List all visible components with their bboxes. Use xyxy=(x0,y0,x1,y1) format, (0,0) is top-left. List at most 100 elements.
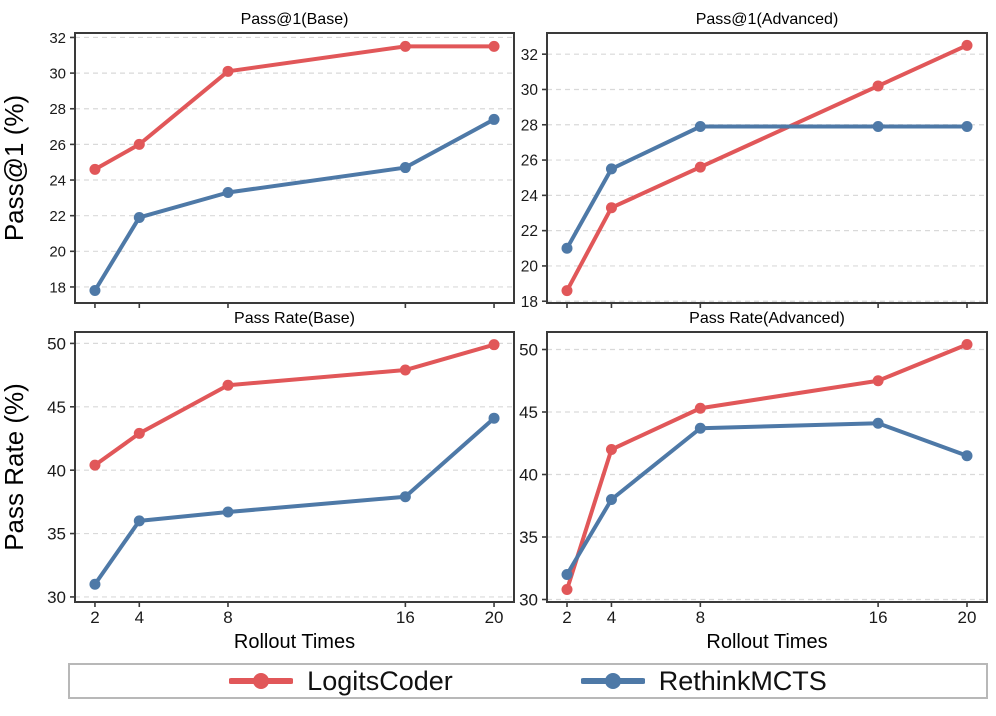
pass1_base-title: Pass@1(Base) xyxy=(241,11,349,28)
legend-entry-logitscoder: LogitsCoder xyxy=(229,665,453,696)
passrate_base-point-rethinkmcts-x20 xyxy=(488,412,500,424)
pass1_base-point-rethinkmcts-x8 xyxy=(222,187,234,199)
y-tick-label: 28 xyxy=(49,101,66,118)
y-tick-label: 30 xyxy=(521,82,539,99)
pass1_base-point-logitscoder-x2 xyxy=(89,163,101,175)
x-tick-label: 16 xyxy=(869,608,888,627)
pass1_base-point-logitscoder-x16 xyxy=(399,40,411,52)
pass1_base-point-rethinkmcts-x4 xyxy=(133,211,145,223)
y-tick-label: 30 xyxy=(47,588,66,607)
pass1_advanced-point-logitscoder-x20 xyxy=(961,39,973,51)
pass1_advanced-axes-frame xyxy=(546,32,988,304)
legend-marker-rethinkmcts-icon xyxy=(580,673,645,689)
x-tick-label: 4 xyxy=(135,608,144,627)
legend: LogitsCoder RethinkMCTS xyxy=(68,663,988,699)
pass1_base-point-logitscoder-x20 xyxy=(488,40,500,52)
y-tick-label: 26 xyxy=(521,153,538,170)
passrate_advanced-point-logitscoder-x16 xyxy=(872,375,884,387)
x-tick-label: 2 xyxy=(562,608,571,627)
x-tick-label: 20 xyxy=(958,608,977,627)
y-tick-label: 24 xyxy=(521,188,539,205)
subplot-pass1_base: 18 20 22 24 26 28 30 32 Pass@1(Base) Pass@1 (%) xyxy=(0,11,515,308)
passrate_base-title: Pass Rate(Base) xyxy=(234,310,355,327)
y-tick-label: 18 xyxy=(49,279,66,296)
subplot-passrate_advanced: 30 35 40 45 50 2 4 8 16 20 Pass Rate(Advanced) Roll… xyxy=(519,310,988,653)
pass1_advanced-title: Pass@1(Advanced) xyxy=(696,11,839,28)
legend-marker-logitscoder-icon xyxy=(229,673,294,689)
subplot-pass1_advanced: 18 20 22 24 26 28 30 32 Pass@1(Advanced) xyxy=(521,11,988,311)
passrate_base-xlabel: Rollout Times xyxy=(234,631,355,653)
pass1_base-ylabel: Pass@1 (%) xyxy=(0,95,29,241)
passrate_advanced-point-rethinkmcts-x4 xyxy=(605,494,617,505)
pass1_base-point-rethinkmcts-x16 xyxy=(399,162,411,174)
passrate_advanced-axes-frame xyxy=(546,331,988,603)
pass1_advanced-point-logitscoder-x16 xyxy=(872,80,884,92)
passrate_base-point-rethinkmcts-x8 xyxy=(222,506,234,518)
y-tick-label: 28 xyxy=(521,117,538,134)
y-tick-label: 35 xyxy=(47,525,66,544)
pass1_base-point-rethinkmcts-x20 xyxy=(488,113,500,125)
y-tick-label: 50 xyxy=(519,341,538,360)
pass1_base-axes-frame xyxy=(74,32,515,304)
y-tick-label: 40 xyxy=(47,461,66,480)
passrate_advanced-title: Pass Rate(Advanced) xyxy=(689,310,845,327)
y-tick-label: 30 xyxy=(49,65,66,82)
passrate_base-point-logitscoder-x20 xyxy=(488,339,500,351)
pass1_advanced-point-rethinkmcts-x8 xyxy=(694,121,706,133)
x-tick-label: 2 xyxy=(90,608,99,627)
x-tick-label: 8 xyxy=(696,608,705,627)
y-tick-label: 20 xyxy=(49,244,66,261)
passrate_advanced-point-rethinkmcts-x16 xyxy=(872,417,884,429)
pass1_advanced-point-logitscoder-x2 xyxy=(561,285,573,297)
passrate_base-point-logitscoder-x2 xyxy=(89,459,101,471)
y-tick-label: 20 xyxy=(521,259,539,276)
pass1_advanced-point-logitscoder-x8 xyxy=(694,161,706,173)
y-tick-label: 32 xyxy=(49,30,66,47)
legend-entry-rethinkmcts: RethinkMCTS xyxy=(580,665,827,696)
passrate_advanced-point-logitscoder-x8 xyxy=(694,402,706,414)
subplot-passrate_base: 30 35 40 45 50 2 4 8 16 20 Pass Rate(Base) Rollout … xyxy=(0,310,515,653)
x-tick-label: 8 xyxy=(223,608,232,627)
y-tick-label: 30 xyxy=(519,591,538,610)
pass1_base-point-logitscoder-x4 xyxy=(133,138,145,150)
passrate_base-axes-frame xyxy=(74,331,515,603)
y-tick-label: 22 xyxy=(521,223,538,240)
passrate_advanced-point-logitscoder-x2 xyxy=(561,584,573,595)
pass1_base-point-logitscoder-x8 xyxy=(222,65,234,77)
pass1_advanced-point-logitscoder-x4 xyxy=(605,202,617,214)
y-tick-label: 18 xyxy=(521,294,538,311)
passrate_advanced-point-rethinkmcts-x8 xyxy=(694,422,706,434)
passrate_base-point-logitscoder-x16 xyxy=(399,364,411,376)
passrate_advanced-point-logitscoder-x20 xyxy=(961,339,973,350)
y-tick-label: 24 xyxy=(49,172,66,189)
passrate_advanced-point-logitscoder-x4 xyxy=(605,444,617,455)
pass1_advanced-plot-area xyxy=(547,33,987,303)
passrate_base-point-rethinkmcts-x4 xyxy=(133,515,145,527)
y-tick-label: 35 xyxy=(519,528,538,547)
pass1_base-plot-area xyxy=(75,33,514,303)
y-tick-label: 32 xyxy=(521,47,538,64)
legend-label: LogitsCoder xyxy=(307,665,453,696)
y-tick-label: 45 xyxy=(47,398,66,417)
y-tick-label: 26 xyxy=(49,137,66,154)
legend-label: RethinkMCTS xyxy=(658,665,827,696)
y-tick-label: 50 xyxy=(47,335,66,354)
passrate_advanced-plot-area xyxy=(547,332,987,602)
pass1_advanced-point-rethinkmcts-x20 xyxy=(961,121,973,133)
y-tick-label: 40 xyxy=(519,466,538,485)
passrate_base-point-rethinkmcts-x16 xyxy=(399,491,411,503)
pass1_base-point-rethinkmcts-x2 xyxy=(89,285,101,297)
passrate_advanced-point-rethinkmcts-x2 xyxy=(561,569,573,580)
x-tick-label: 20 xyxy=(485,608,504,627)
passrate_base-point-logitscoder-x4 xyxy=(133,427,145,439)
y-tick-label: 22 xyxy=(49,208,66,225)
pass1_advanced-point-rethinkmcts-x16 xyxy=(872,121,884,133)
passrate_advanced-point-rethinkmcts-x20 xyxy=(961,450,973,462)
passrate_base-ylabel: Pass Rate (%) xyxy=(0,383,29,551)
legend-dot xyxy=(604,673,621,689)
passrate_base-point-logitscoder-x8 xyxy=(222,379,234,391)
pass1_advanced-point-rethinkmcts-x2 xyxy=(561,242,573,254)
x-tick-label: 16 xyxy=(396,608,415,627)
